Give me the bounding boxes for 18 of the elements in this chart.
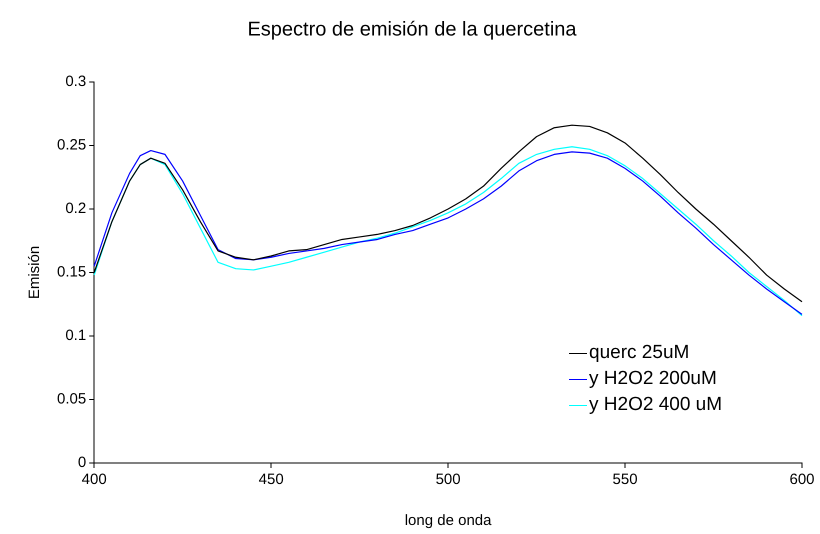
legend-label: y H2O2 400 uM [588, 393, 722, 417]
legend-label: y H2O2 200uM [588, 367, 718, 391]
y-tick-label: 0.15 [56, 264, 86, 281]
y-tick-label: 0 [78, 454, 86, 472]
x-tick-label: 500 [436, 471, 461, 488]
chart-title: Espectro de emisión de la quercetina [247, 18, 578, 41]
y-tick-label: 0.25 [56, 136, 86, 154]
x-axis-title: long de onda [404, 512, 492, 530]
x-tick-label: 600 [789, 471, 815, 488]
legend-label: querc 25uM [588, 341, 690, 365]
x-tick-label: 550 [612, 471, 638, 488]
x-tick-label: 450 [258, 471, 284, 488]
y-tick-label: 0.05 [56, 390, 86, 408]
y-tick-label: 0.1 [65, 327, 86, 344]
x-tick-label: 400 [82, 471, 107, 488]
y-axis-title: Emisión [26, 246, 44, 300]
y-tick-label: 0.3 [65, 73, 86, 90]
y-tick-label: 0.2 [65, 200, 86, 218]
